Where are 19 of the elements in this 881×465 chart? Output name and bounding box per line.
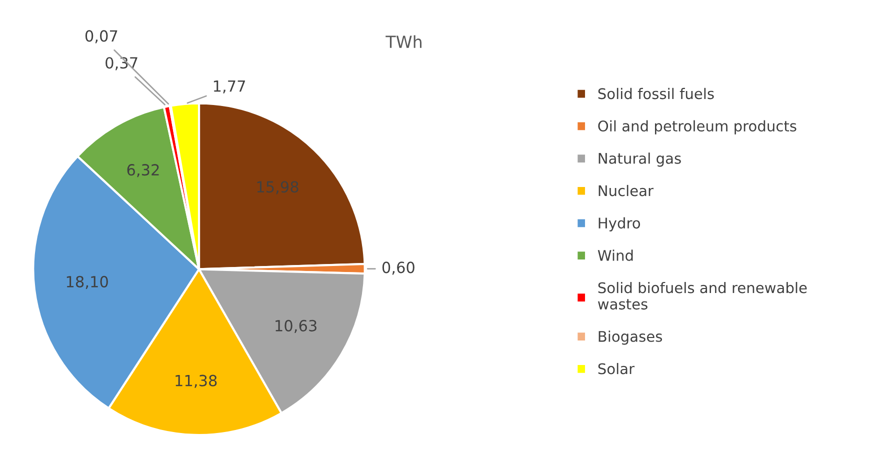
- data-label: 1,77: [214, 80, 245, 94]
- legend-label: Solar: [598, 362, 635, 374]
- legend-label: Natural gas: [598, 152, 681, 167]
- legend-label: Oil and petroleum products: [598, 120, 796, 134]
- legend-label: Hydro: [598, 217, 640, 232]
- data-label: 0,37: [106, 57, 138, 70]
- legend-label: Nuclear: [598, 184, 654, 196]
- data-label: 6,32: [127, 164, 159, 178]
- data-label: 0,60: [382, 262, 414, 275]
- data-label: 10,63: [276, 320, 316, 334]
- legend-label: Biogases: [598, 330, 662, 345]
- legend-label: Solid fossil fuels: [598, 88, 714, 100]
- chart-title: TWh: [386, 35, 422, 48]
- legend-label: Wind: [598, 250, 633, 261]
- data-label: 11,38: [176, 374, 217, 388]
- data-label: 15,98: [257, 181, 298, 194]
- data-label: 18,10: [66, 276, 108, 290]
- data-label: 0,07: [85, 30, 118, 44]
- legend-label: Solid biofuels and renewable wastes: [598, 282, 807, 310]
